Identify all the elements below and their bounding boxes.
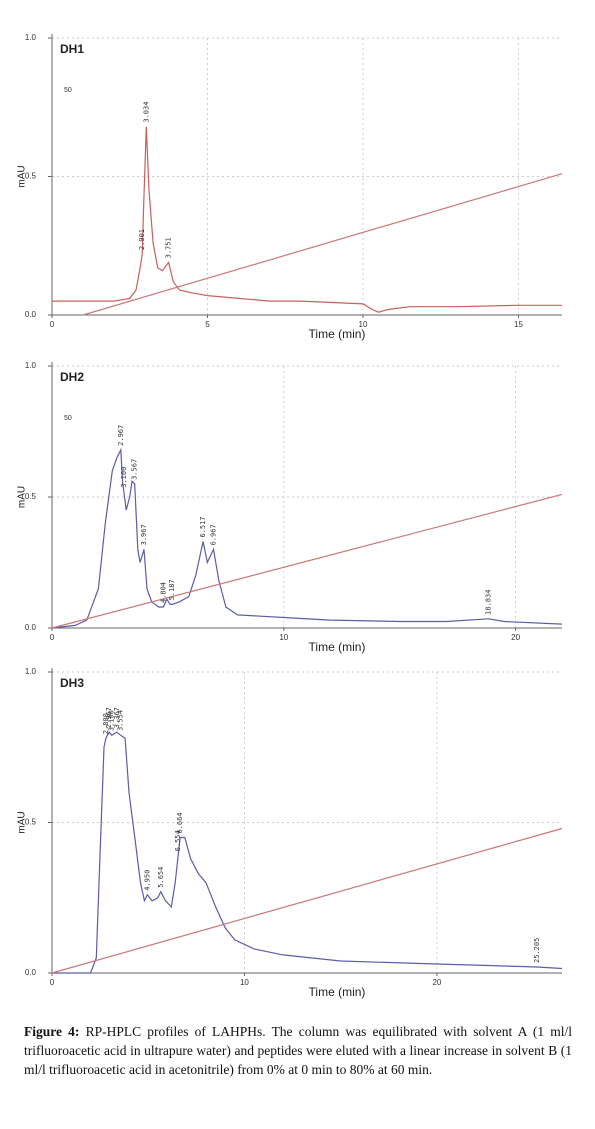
peak-label: 18.834 bbox=[485, 590, 493, 615]
x-tick-label: 20 bbox=[432, 978, 441, 987]
y-tick-label: 0.0 bbox=[25, 968, 37, 977]
peak-label: 3.967 bbox=[140, 524, 148, 545]
y-axis-label: mAU bbox=[17, 486, 28, 508]
peak-label: 3.367 bbox=[113, 707, 121, 728]
figure: 0.0 0.5 1.0 0 5 10 15 DH1 50 mAU Time (min) 3.034 2.… bbox=[17, 33, 563, 999]
trace bbox=[52, 126, 562, 313]
y-tick-label: 0.0 bbox=[25, 310, 37, 319]
caption: Figure 4: RP-HPLC profiles of LAHPHs. Th… bbox=[24, 1022, 572, 1079]
panel-title: DH2 bbox=[60, 370, 84, 384]
peak-label: 3.567 bbox=[131, 459, 139, 480]
caption-text: RP-HPLC profiles of LAHPHs. The column w… bbox=[24, 1024, 573, 1077]
peak-label: 3.751 bbox=[165, 237, 173, 258]
peak-label: 3.100 bbox=[120, 467, 128, 488]
peak-label: 6.554 bbox=[174, 830, 182, 851]
peak-label: 3.554 bbox=[116, 710, 124, 731]
panel-note: 50 bbox=[64, 87, 72, 94]
y-tick-label: 1.0 bbox=[25, 33, 37, 42]
peak-label: 6.967 bbox=[210, 524, 218, 545]
peak-label: 4.950 bbox=[143, 870, 151, 891]
peak-label: 4.804 bbox=[159, 582, 167, 603]
x-tick-label: 20 bbox=[511, 633, 520, 642]
peak-label: 25.205 bbox=[533, 938, 541, 963]
peak-label: 6.517 bbox=[199, 516, 207, 537]
panel-note: 50 bbox=[64, 415, 72, 422]
y-tick-label: 1.0 bbox=[25, 667, 37, 676]
y-tick-label: 0.0 bbox=[25, 623, 37, 632]
y-axis-label: mAU bbox=[17, 811, 28, 833]
y-tick-label: 0.5 bbox=[25, 492, 37, 501]
x-tick-label: 0 bbox=[50, 978, 55, 987]
x-tick-label: 15 bbox=[514, 320, 523, 329]
y-tick-label: 1.0 bbox=[25, 361, 37, 370]
x-axis-label: Time (min) bbox=[309, 327, 366, 341]
x-tick-label: 10 bbox=[240, 978, 249, 987]
x-tick-label: 0 bbox=[50, 633, 55, 642]
peak-label: 5.654 bbox=[157, 867, 165, 888]
y-tick-label: 0.5 bbox=[25, 818, 37, 827]
trace bbox=[52, 731, 563, 974]
trace bbox=[82, 173, 563, 316]
x-axis-label: Time (min) bbox=[309, 640, 366, 654]
trace bbox=[51, 827, 563, 974]
peak-label: 3.100 bbox=[108, 710, 116, 731]
x-tick-label: 10 bbox=[279, 633, 288, 642]
y-tick-label: 0.5 bbox=[25, 172, 37, 181]
x-tick-label: 10 bbox=[359, 320, 368, 329]
peak-label: 2.800 bbox=[102, 713, 110, 734]
x-tick-label: 0 bbox=[50, 320, 55, 329]
y-axis-label: mAU bbox=[17, 165, 28, 187]
panel-title: DH3 bbox=[60, 676, 84, 690]
panel-title: DH1 bbox=[60, 42, 84, 56]
peak-label: 2.967 bbox=[105, 707, 113, 728]
peak-label: 6.664 bbox=[176, 812, 184, 833]
peak-label: 2.967 bbox=[117, 425, 125, 446]
peak-label: 3.034 bbox=[142, 102, 150, 123]
peak-label: 2.901 bbox=[138, 229, 146, 250]
trace bbox=[51, 493, 563, 629]
trace bbox=[51, 447, 563, 629]
caption-label: Figure 4: bbox=[24, 1024, 80, 1039]
x-axis-label: Time (min) bbox=[309, 985, 366, 999]
peak-label: 5.187 bbox=[168, 579, 176, 600]
x-tick-label: 5 bbox=[205, 320, 210, 329]
